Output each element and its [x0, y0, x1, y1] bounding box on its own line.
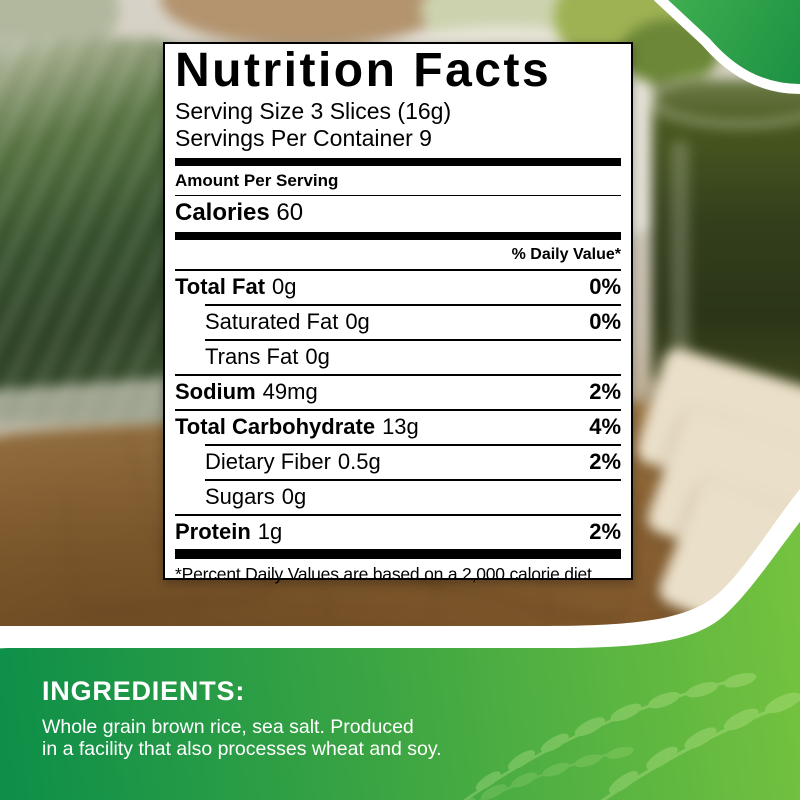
- row-dietary-fiber: Dietary Fiber 0.5g 2%: [205, 443, 621, 479]
- row-sugars: Sugars 0g: [205, 478, 621, 514]
- footnote: *Percent Daily Values are based on a 2,0…: [175, 563, 597, 584]
- thick-divider: [175, 548, 621, 559]
- row-total-carbohydrate: Total Carbohydrate 13g 4%: [175, 408, 621, 444]
- nutrition-facts-label: Nutrition Facts Serving Size 3 Slices (1…: [163, 42, 633, 584]
- calories-value: 60: [276, 198, 304, 226]
- row-sodium: Sodium 49mg 2%: [175, 373, 621, 409]
- ingredients-line1: Whole grain brown rice, sea salt. Produc…: [42, 716, 414, 738]
- calories-label: Calories: [175, 198, 270, 226]
- thick-divider: [175, 157, 621, 166]
- amount-per-serving: Amount Per Serving: [175, 166, 621, 196]
- serving-size: Serving Size 3 Slices (16g): [175, 97, 452, 124]
- row-protein: Protein 1g 2%: [175, 513, 621, 549]
- green-beans-container-photo: [0, 38, 182, 423]
- row-saturated-fat: Saturated Fat 0g 0%: [205, 303, 621, 339]
- ingredients-line2: in a facility that also processes wheat …: [42, 737, 442, 760]
- servings-per-container: Servings Per Container 9: [175, 124, 432, 151]
- label-title: Nutrition Facts: [175, 44, 552, 97]
- thick-divider: [175, 231, 621, 240]
- daily-value-header: % Daily Value*: [175, 240, 621, 271]
- row-trans-fat: Trans Fat 0g: [205, 338, 621, 374]
- ingredients-section: INGREDIENTS: Whole grain brown rice, sea…: [42, 676, 442, 760]
- row-total-fat: Total Fat 0g 0%: [175, 273, 621, 299]
- green-juice-glass-photo: [651, 79, 800, 392]
- calories-row: Calories 60: [175, 196, 621, 232]
- ingredients-heading: INGREDIENTS:: [42, 676, 246, 706]
- glass-highlight: [670, 140, 690, 374]
